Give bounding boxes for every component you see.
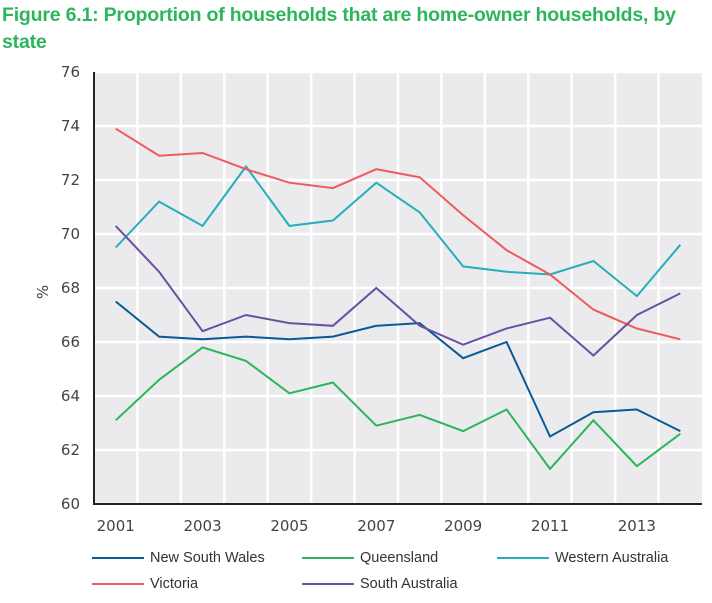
y-tick-label: 68 [61, 279, 80, 297]
legend-label: Western Australia [555, 550, 669, 566]
series-line-western-australia [114, 164, 682, 298]
y-tick-labels: 60 62 64 66 68 70 72 74 76 [61, 63, 80, 513]
y-tick-label: 74 [61, 117, 80, 135]
x-tick-label: 2009 [444, 517, 482, 535]
legend-label: Victoria [150, 576, 199, 592]
x-tick-label: 2001 [97, 517, 135, 535]
chart-title: Figure 6.1: Proportion of households tha… [2, 4, 676, 53]
y-tick-label: 72 [61, 171, 80, 189]
y-tick-label: 62 [61, 441, 80, 459]
x-tick-label: 2005 [270, 517, 308, 535]
y-tick-label: 64 [61, 387, 80, 405]
x-tick-label: 2011 [531, 517, 569, 535]
y-tick-label: 70 [61, 225, 80, 243]
x-tick-labels: 2001 2003 2005 2007 2009 2011 2013 [97, 517, 656, 535]
gridlines [94, 70, 702, 506]
y-tick-label: 60 [61, 495, 80, 513]
series-lines [114, 127, 682, 471]
legend-label: Queensland [360, 550, 439, 566]
legend-swatch [302, 583, 354, 585]
legend-swatch [92, 583, 144, 585]
legend-label: South Australia [360, 576, 458, 592]
legend-swatch [497, 557, 549, 559]
legend-label: New South Wales [150, 550, 265, 566]
series-line-queensland [115, 346, 681, 471]
x-tick-label: 2003 [183, 517, 221, 535]
legend-swatch [92, 557, 144, 559]
series-line-victoria [115, 127, 681, 341]
y-tick-label: 66 [61, 333, 80, 351]
legend-item-queensland[interactable]: Queensland [302, 547, 438, 569]
x-tick-label: 2007 [357, 517, 395, 535]
legend-item-new-south-wales[interactable]: New South Wales [92, 547, 265, 569]
series-line-south-australia [114, 225, 681, 357]
y-axis-label: % [34, 285, 52, 299]
legend-item-victoria[interactable]: Victoria [92, 573, 198, 595]
y-tick-label: 76 [61, 63, 80, 81]
legend-swatch [302, 557, 354, 559]
series-line-new-south-wales [115, 300, 681, 438]
legend-item-western-australia[interactable]: Western Australia [497, 547, 668, 569]
legend-item-south-australia[interactable]: South Australia [302, 573, 458, 595]
legend: New South Wales Queensland Western Austr… [92, 547, 712, 597]
x-tick-label: 2013 [618, 517, 656, 535]
